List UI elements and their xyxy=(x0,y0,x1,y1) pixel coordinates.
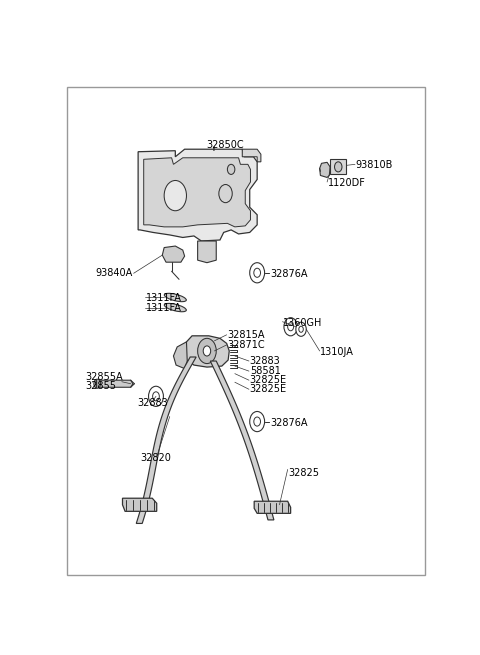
Polygon shape xyxy=(122,498,156,512)
Ellipse shape xyxy=(164,303,186,312)
Circle shape xyxy=(254,417,261,426)
Circle shape xyxy=(250,411,264,432)
Text: 32825E: 32825E xyxy=(250,375,287,385)
Text: 32825E: 32825E xyxy=(250,384,287,394)
Polygon shape xyxy=(138,149,257,241)
Circle shape xyxy=(288,323,294,331)
Circle shape xyxy=(228,164,235,174)
Text: 93840A: 93840A xyxy=(96,269,132,278)
Ellipse shape xyxy=(164,293,186,302)
Text: 32850C: 32850C xyxy=(207,140,244,150)
Text: 1310JA: 1310JA xyxy=(321,347,354,358)
Circle shape xyxy=(296,322,306,336)
Text: 32883: 32883 xyxy=(137,398,168,409)
Circle shape xyxy=(219,185,232,202)
Polygon shape xyxy=(198,241,216,263)
Polygon shape xyxy=(173,342,187,369)
Circle shape xyxy=(198,339,216,364)
Polygon shape xyxy=(210,361,274,520)
Text: 1120DF: 1120DF xyxy=(328,178,366,188)
Text: 1311FA: 1311FA xyxy=(145,293,181,303)
Text: 32876A: 32876A xyxy=(270,418,308,428)
Circle shape xyxy=(250,263,264,283)
Circle shape xyxy=(284,318,297,336)
Polygon shape xyxy=(320,162,330,178)
Polygon shape xyxy=(330,159,347,174)
Circle shape xyxy=(299,326,303,332)
Circle shape xyxy=(148,386,163,406)
Text: 32815A: 32815A xyxy=(228,330,265,340)
Text: 32871C: 32871C xyxy=(228,340,265,350)
Circle shape xyxy=(94,379,100,388)
Text: 93810B: 93810B xyxy=(356,160,393,170)
Text: 1360GH: 1360GH xyxy=(283,318,323,328)
Circle shape xyxy=(153,392,159,401)
Text: 58581: 58581 xyxy=(250,366,281,376)
Text: 32820: 32820 xyxy=(140,453,171,463)
Circle shape xyxy=(335,162,342,172)
Text: 32883: 32883 xyxy=(250,356,280,366)
Text: 32876A: 32876A xyxy=(270,269,308,279)
Polygon shape xyxy=(242,149,261,162)
Polygon shape xyxy=(254,501,290,514)
Text: 32855A: 32855A xyxy=(85,372,123,382)
Circle shape xyxy=(203,346,211,356)
Polygon shape xyxy=(136,357,196,523)
Text: 32855: 32855 xyxy=(85,381,116,391)
Polygon shape xyxy=(185,336,229,367)
Polygon shape xyxy=(144,158,251,227)
Circle shape xyxy=(254,269,261,277)
Text: 1311FA: 1311FA xyxy=(145,303,181,313)
Text: 32825: 32825 xyxy=(289,468,320,478)
Polygon shape xyxy=(97,380,133,387)
Circle shape xyxy=(164,181,186,211)
Polygon shape xyxy=(162,246,185,262)
